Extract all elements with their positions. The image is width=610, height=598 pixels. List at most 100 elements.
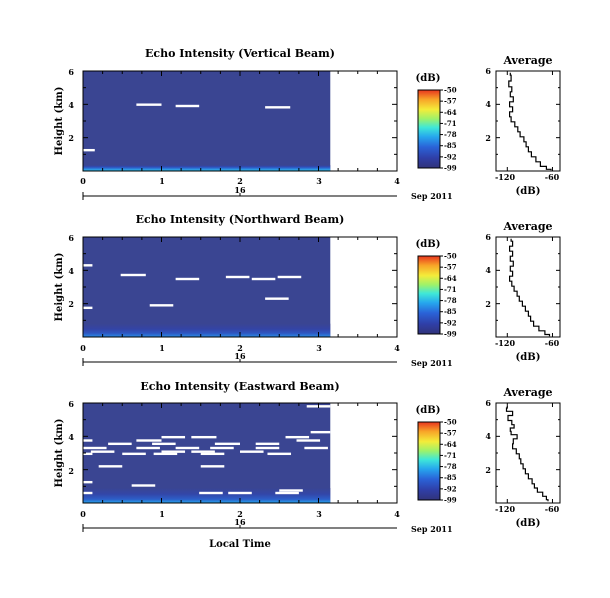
colorbar-tick-label: -85 [444, 307, 457, 316]
y-tick-label: 4 [68, 432, 74, 442]
colorbar: (dB) -50 -57 -64 -71 -78 -85 -92 -99 [416, 239, 457, 339]
y-axis-label: Height (km) [54, 253, 65, 322]
x-tick-labels: 0 1 2 3 4 [80, 343, 400, 353]
chart-title: Echo Intensity (Northward Beam) [136, 213, 345, 226]
colorbar-tick-label: -50 [444, 252, 457, 261]
y-axis-label: Height (km) [54, 419, 65, 488]
colorbar-tick-label: -99 [444, 330, 457, 339]
date-axis: 16 Sep 2011 [82, 517, 453, 534]
profile-x-label: (dB) [516, 518, 541, 529]
colorbar-unit: (dB) [416, 239, 441, 250]
profile-y-tick: 6 [485, 398, 491, 408]
y-tick-label: 2 [68, 133, 74, 143]
echo-background [83, 237, 331, 337]
profile-line [505, 406, 549, 502]
x-tick-label: 3 [316, 509, 322, 519]
colorbar-tick-label: -78 [444, 462, 457, 471]
echo-ground-layer [83, 488, 331, 503]
colorbar-tick-label: -78 [444, 296, 457, 305]
date-day-label: 16 [234, 517, 246, 527]
data-gap [83, 491, 93, 495]
profile-plot [496, 402, 560, 504]
data-gap [200, 465, 225, 468]
colorbar-unit: (dB) [416, 73, 441, 84]
data-gap [149, 304, 174, 307]
profile-x-label: (dB) [516, 186, 541, 197]
profile-title: Average [502, 386, 552, 399]
data-gap [228, 491, 252, 495]
panel-northward-beam: Echo Intensity (Northward Beam) Height (… [54, 213, 561, 368]
data-gap [277, 275, 302, 279]
data-gap [175, 104, 200, 108]
y-tick-labels: 6 4 2 [68, 399, 74, 476]
profile-title: Average [502, 54, 552, 67]
colorbar-unit: (dB) [416, 405, 441, 416]
data-gap [90, 450, 115, 453]
data-gap [210, 446, 234, 450]
colorbar-ticks: -50 -57 -64 -71 -78 -85 -92 -99 [440, 86, 457, 173]
colorbar-scale [417, 421, 441, 501]
data-gap [136, 103, 162, 106]
colorbar-scale [417, 255, 441, 335]
data-gap [83, 439, 93, 442]
colorbar-tick-label: -99 [444, 164, 457, 173]
data-gap [98, 465, 123, 468]
date-axis: 16 Sep 2011 [82, 351, 453, 368]
data-gap [279, 489, 303, 492]
date-month-label: Sep 2011 [411, 524, 453, 534]
data-gap [255, 442, 280, 446]
data-gap [240, 450, 264, 453]
x-tick-labels: 0 1 2 3 4 [80, 509, 400, 519]
colorbar-tick-label: -99 [444, 496, 457, 505]
panel-eastward-beam: Echo Intensity (Eastward Beam) Height (k… [54, 380, 561, 550]
data-gap [310, 430, 331, 434]
x-tick-label: 2 [237, 343, 243, 353]
data-gap [161, 450, 186, 453]
date-day-label: 16 [234, 185, 246, 195]
colorbar-tick-label: -64 [444, 274, 457, 283]
y-tick-label: 6 [68, 233, 74, 243]
x-tick-labels: 0 1 2 3 4 [80, 176, 400, 186]
profile-y-tick: 4 [485, 431, 491, 441]
data-gap [255, 446, 280, 450]
profile-y-tick: 4 [485, 99, 491, 109]
data-gap [83, 452, 93, 456]
colorbar-ticks: -50 -57 -64 -71 -78 -85 -92 -99 [440, 252, 457, 339]
profile-x-tick: -120 [495, 172, 515, 182]
profile-line [509, 238, 551, 337]
data-gap [200, 452, 225, 456]
data-gap [83, 264, 93, 267]
colorbar-tick-label: -57 [444, 429, 457, 438]
y-tick-label: 6 [68, 67, 74, 77]
heatmap [82, 236, 398, 338]
x-tick-label: 4 [394, 343, 400, 353]
date-month-label: Sep 2011 [411, 191, 453, 201]
y-tick-labels: 6 4 2 [68, 233, 74, 309]
data-gap [296, 439, 321, 442]
y-axis-label: Height (km) [54, 87, 65, 156]
colorbar-tick-label: -57 [444, 97, 457, 106]
x-tick-label: 0 [80, 176, 86, 186]
colorbar-tick-label: -85 [444, 473, 457, 482]
colorbar-tick-label: -64 [444, 108, 457, 117]
profile-x-label: (dB) [516, 352, 541, 363]
profile-x-tick: -60 [545, 338, 560, 348]
y-tick-label: 2 [68, 299, 74, 309]
y-tick-labels: 6 4 2 [68, 67, 74, 143]
x-tick-label: 1 [159, 176, 165, 186]
heatmap [82, 70, 398, 172]
colorbar-tick-label: -92 [444, 152, 457, 161]
profile: Average 6 4 2 -120 -60 (dB) [485, 220, 561, 363]
data-gap [83, 306, 93, 310]
data-gap [122, 452, 146, 456]
profile-y-tick: 2 [485, 133, 491, 143]
colorbar: (dB) -50 -57 -64 -71 -78 -85 -92 -99 [416, 73, 457, 173]
data-gap [175, 446, 200, 450]
profile-y-tick: 2 [485, 465, 491, 475]
data-gap [304, 446, 328, 450]
data-gap [251, 277, 276, 281]
profile-plot [496, 236, 560, 338]
profile-x-tick: -120 [495, 504, 515, 514]
data-gap [199, 491, 223, 495]
